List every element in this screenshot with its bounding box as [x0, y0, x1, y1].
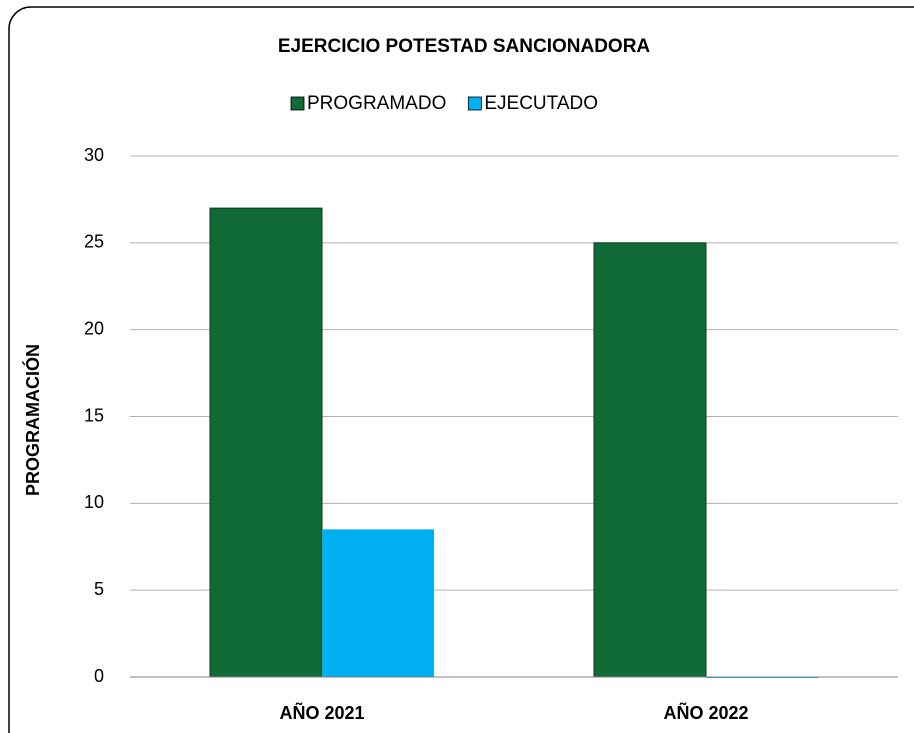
- legend-swatch: [290, 96, 305, 111]
- y-tick-label: 15: [84, 405, 104, 425]
- legend-label: PROGRAMADO: [307, 93, 446, 114]
- y-tick-label: 25: [84, 232, 104, 252]
- bar: [593, 242, 707, 678]
- chart-frame: [8, 6, 914, 733]
- y-tick-label: 30: [84, 145, 104, 165]
- x-tick-label: AÑO 2022: [663, 702, 748, 723]
- x-tick-label: AÑO 2021: [279, 702, 364, 723]
- y-tick-label: 0: [94, 666, 104, 686]
- legend-swatch: [467, 96, 482, 111]
- y-tick-label: 20: [84, 318, 104, 338]
- legend-label: EJECUTADO: [484, 93, 598, 114]
- y-axis-label: PROGRAMACIÓN: [22, 344, 43, 496]
- chart-title: EJERCICIO POTESTAD SANCIONADORA: [278, 36, 651, 57]
- bar: [322, 529, 434, 677]
- y-tick-label: 5: [94, 579, 104, 599]
- bar: [209, 207, 323, 678]
- y-tick-label: 10: [84, 492, 104, 512]
